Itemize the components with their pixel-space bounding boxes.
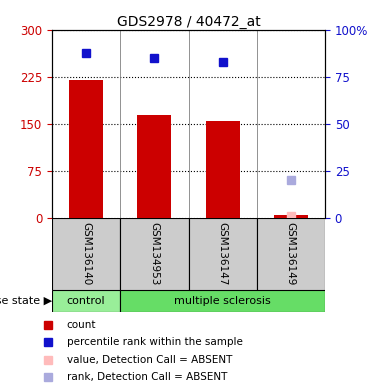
Text: multiple sclerosis: multiple sclerosis [174,296,271,306]
Text: percentile rank within the sample: percentile rank within the sample [67,337,242,347]
Bar [137,114,171,218]
Text: count: count [67,320,96,330]
Title: GDS2978 / 40472_at: GDS2978 / 40472_at [117,15,260,29]
Bar [52,290,120,312]
Bar [120,290,325,312]
Bar [120,218,188,290]
Text: rank, Detection Call = ABSENT: rank, Detection Call = ABSENT [67,372,227,382]
Bar [206,121,240,218]
Text: disease state ▶: disease state ▶ [0,296,52,306]
Bar [188,218,257,290]
Text: GSM136147: GSM136147 [218,222,228,286]
Bar [52,218,120,290]
Text: value, Detection Call = ABSENT: value, Detection Call = ABSENT [67,354,232,364]
Text: GSM136140: GSM136140 [81,222,91,286]
Text: GSM134953: GSM134953 [149,222,159,286]
Bar [257,218,325,290]
Bar [69,80,103,218]
Bar [274,215,308,218]
Text: GSM136149: GSM136149 [286,222,296,286]
Text: control: control [67,296,105,306]
